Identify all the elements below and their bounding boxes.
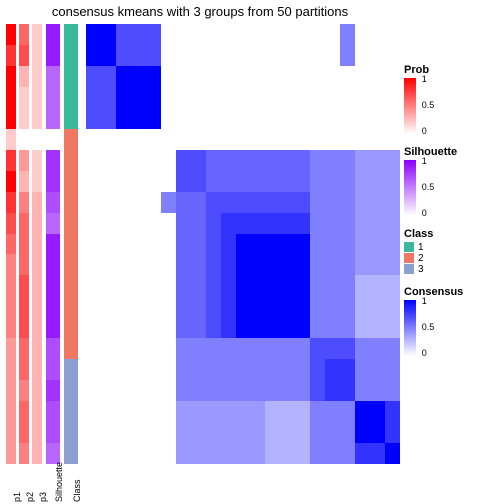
annot-p2	[19, 24, 29, 464]
annot-silhouette	[46, 24, 60, 464]
legend-prob: Prob 1 0.5 0	[404, 64, 502, 134]
plot-area	[6, 24, 400, 464]
annot-p1	[6, 24, 16, 464]
annotation-labels: p1p2p3SilhouetteClass	[6, 466, 86, 504]
legend-class: Class 123	[404, 228, 502, 274]
legend-silhouette-gradient	[404, 160, 416, 216]
legend-consensus-gradient	[404, 300, 416, 356]
annot-class	[64, 24, 78, 464]
annot-label-p2: p2	[25, 492, 35, 502]
legend-prob-gradient	[404, 78, 416, 134]
consensus-heatmap	[86, 24, 400, 464]
legend-class-3: 3	[404, 264, 502, 274]
legend-class-1: 1	[404, 242, 502, 252]
annot-label-silhouette: Silhouette	[54, 462, 64, 502]
legend-silhouette: Silhouette 1 0.5 0	[404, 146, 502, 216]
annot-label-p1: p1	[12, 492, 22, 502]
chart-title: consensus kmeans with 3 groups from 50 p…	[0, 4, 400, 19]
annot-label-class: Class	[72, 479, 82, 502]
legend-class-2: 2	[404, 253, 502, 263]
legend-consensus: Consensus 1 0.5 0	[404, 286, 502, 356]
annot-label-p3: p3	[38, 492, 48, 502]
chart-container: consensus kmeans with 3 groups from 50 p…	[0, 0, 504, 504]
annot-p3	[32, 24, 42, 464]
legends: Prob 1 0.5 0 Silhouette 1 0.5 0 Class 12…	[404, 64, 502, 368]
